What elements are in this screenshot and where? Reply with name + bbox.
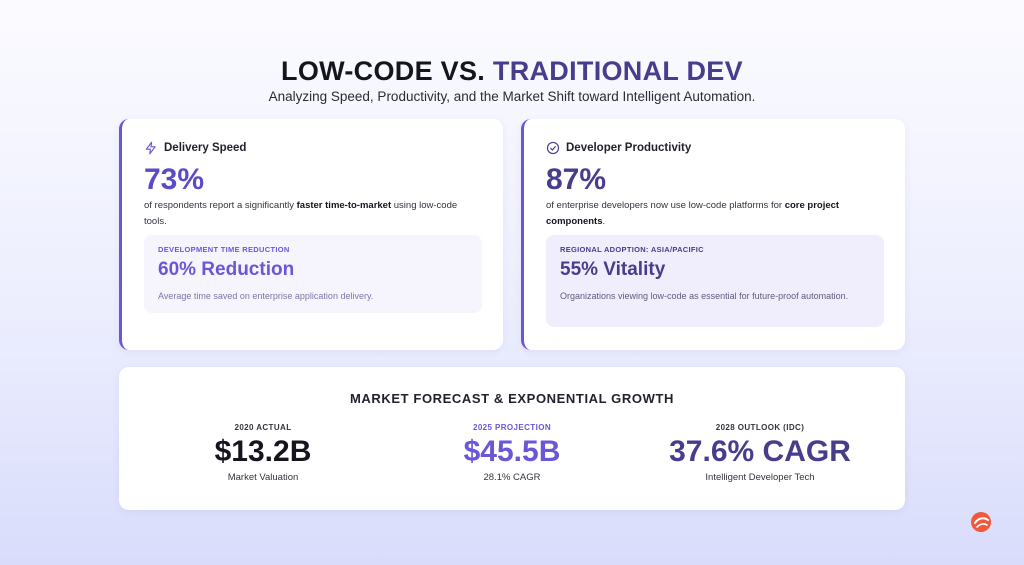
forecast-item: 2028 OUTLOOK (IDC) 37.6% CAGR Intelligen… xyxy=(629,423,891,483)
forecast-title: MARKET FORECAST & EXPONENTIAL GROWTH xyxy=(350,391,674,406)
item-label: 2025 PROJECTION xyxy=(472,423,552,432)
text-bold: core project components xyxy=(546,200,840,227)
callout-value: 60% Reduction xyxy=(158,259,295,280)
card-label: Developer Productivity xyxy=(566,142,692,154)
title-accent: TRADITIONAL DEV xyxy=(492,56,743,86)
forecast-item: 2020 ACTUAL $13.2B Market Valuation xyxy=(132,423,394,483)
callout-label: DEVELOPMENT TIME REDUCTION xyxy=(158,245,290,254)
callout-note: Organizations viewing low-code as essent… xyxy=(560,291,849,301)
title: LOW-CODE VS. TRADITIONAL DEV xyxy=(0,56,1024,87)
text: . xyxy=(602,216,606,227)
text: of respondents report a significantly xyxy=(144,200,294,211)
logo xyxy=(971,512,991,532)
text: of enterprise developers now use low-cod… xyxy=(546,200,783,211)
item-value: 37.6% CAGR xyxy=(669,435,851,468)
item-value: $13.2B xyxy=(214,435,312,468)
text-bold: faster time-to-market xyxy=(296,200,392,211)
item-note: Intelligent Developer Tech xyxy=(705,472,815,483)
title-main: LOW-CODE VS. xyxy=(281,56,486,86)
forecast-item: 2025 PROJECTION $45.5B 28.1% CAGR xyxy=(381,423,643,483)
callout-label: REGIONAL ADOPTION: ASIA/PACIFIC xyxy=(560,245,704,254)
item-note: Market Valuation xyxy=(227,472,299,483)
card-header: Delivery Speed xyxy=(144,141,246,155)
item-value: $45.5B xyxy=(463,435,561,468)
item-note: 28.1% CAGR xyxy=(483,472,541,483)
subtitle: Analyzing Speed, Productivity, and the M… xyxy=(268,89,756,104)
icon-check xyxy=(546,141,560,155)
forecast-card: MARKET FORECAST & EXPONENTIAL GROWTH 202… xyxy=(119,367,905,510)
card-label: Delivery Speed xyxy=(164,142,247,154)
item-label: 2020 ACTUAL xyxy=(234,423,292,432)
card-text: of enterprise developers now use low-cod… xyxy=(546,198,864,230)
icon-lightning xyxy=(145,141,156,155)
card: Delivery Speed 73% of respondents report… xyxy=(119,119,503,350)
callout: DEVELOPMENT TIME REDUCTION 60% Reduction… xyxy=(144,235,482,313)
callout: REGIONAL ADOPTION: ASIA/PACIFIC 55% Vita… xyxy=(546,235,884,327)
card-header: Developer Productivity xyxy=(546,141,691,155)
text: using low-code tools. xyxy=(144,200,458,227)
card-stat: 73% xyxy=(144,163,205,196)
callout-note: Average time saved on enterprise applica… xyxy=(158,291,374,301)
card-stat: 87% xyxy=(546,163,607,196)
card: Developer Productivity 87% of enterprise… xyxy=(521,119,905,350)
card-text: of respondents report a significantly fa… xyxy=(144,198,462,230)
item-label: 2028 OUTLOOK (IDC) xyxy=(715,423,805,432)
callout-value: 55% Vitality xyxy=(560,259,666,280)
